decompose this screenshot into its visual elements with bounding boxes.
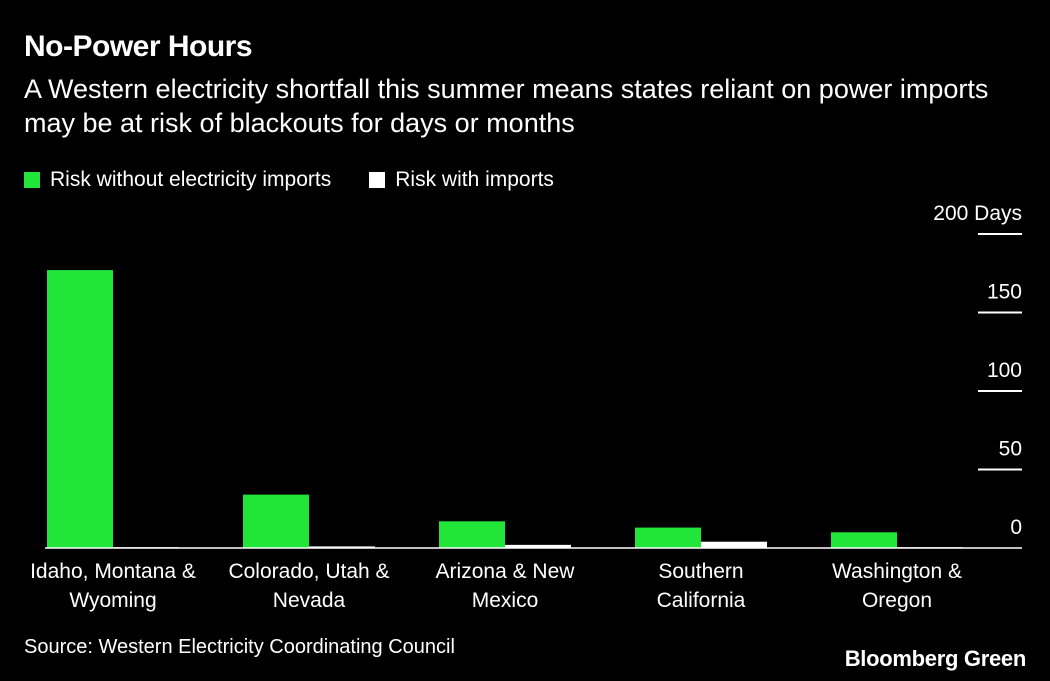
x-category-label: Nevada (273, 589, 346, 612)
x-category-label: Oregon (862, 589, 932, 612)
brand-logo: Bloomberg Green (844, 646, 1027, 671)
legend-item-without-imports: Risk without electricity imports (24, 168, 331, 192)
chart-subtitle: A Western electricity shortfall this sum… (24, 74, 989, 138)
legend-label-with-imports: Risk with imports (395, 168, 554, 191)
y-tick-label: 200 Days (933, 202, 1022, 225)
y-tick-label: 0 (1010, 516, 1022, 539)
legend-swatch-green (24, 172, 40, 188)
x-category-label: Arizona & New (436, 560, 576, 583)
x-category-label: Southern (658, 560, 743, 583)
y-tick-label: 100 (987, 359, 1022, 382)
y-tick-label: 150 (987, 281, 1022, 304)
chart-title: No-Power Hours (24, 30, 253, 63)
legend-label-without-imports: Risk without electricity imports (50, 168, 332, 191)
x-category-label: Mexico (472, 589, 539, 612)
x-category-label: Wyoming (69, 589, 156, 612)
bar-without-imports (243, 494, 309, 548)
x-category-label: California (657, 589, 746, 612)
bar-without-imports (439, 521, 505, 548)
bar-with-imports (701, 541, 767, 548)
legend-item-with-imports: Risk with imports (369, 168, 554, 192)
bar-without-imports (635, 527, 701, 548)
bar-with-imports (309, 546, 375, 548)
bar-without-imports (831, 532, 897, 548)
bar-with-imports (505, 544, 571, 548)
y-tick-label: 50 (999, 438, 1022, 461)
legend: Risk without electricity imports Risk wi… (24, 168, 592, 192)
legend-swatch-white (369, 172, 386, 188)
x-category-label: Washington & (832, 560, 962, 583)
source-note: Source: Western Electricity Coordinating… (24, 636, 455, 658)
bar-without-imports (47, 270, 113, 548)
x-category-label: Colorado, Utah & (228, 560, 389, 583)
x-category-label: Idaho, Montana & (30, 560, 196, 583)
